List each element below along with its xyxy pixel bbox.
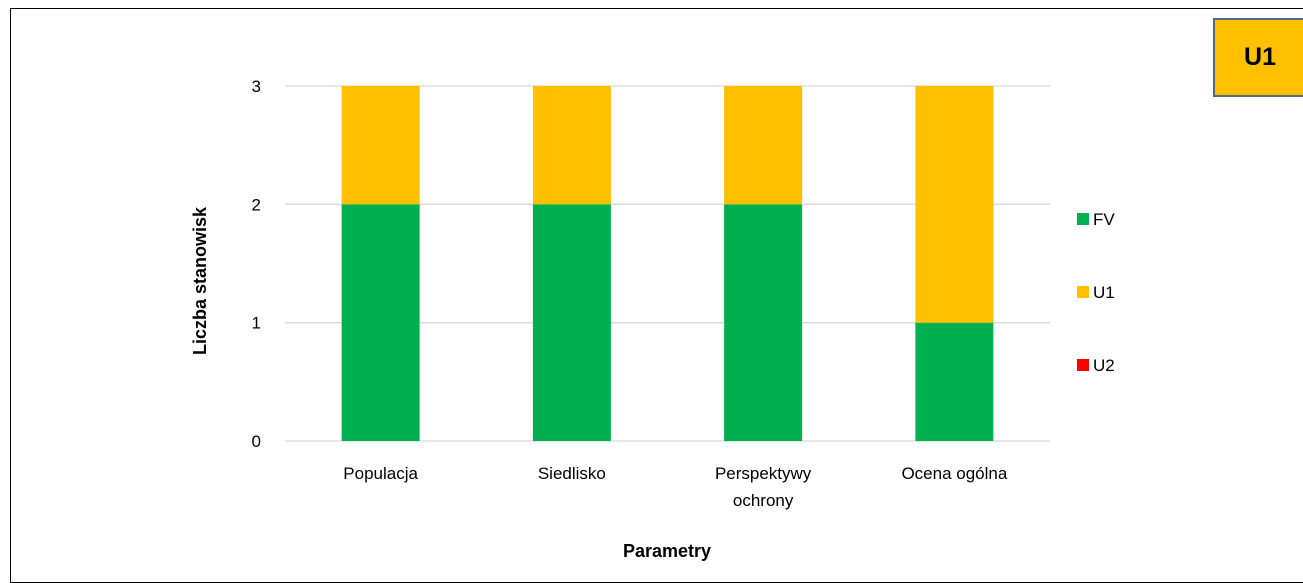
status-badge: U1 — [1213, 18, 1303, 97]
x-tick-label: Ocena ogólna — [901, 464, 1007, 483]
y-tick-label: 3 — [252, 77, 261, 96]
legend-label-u1: U1 — [1093, 283, 1115, 302]
x-axis-title: Parametry — [623, 541, 711, 561]
bar-u1 — [532, 86, 611, 205]
y-tick-label: 2 — [252, 195, 261, 214]
y-axis-ticks: 0 1 2 3 — [252, 77, 261, 451]
legend: FV U1 U2 — [1077, 210, 1115, 375]
bar-fv — [915, 322, 994, 441]
x-tick-label: Siedlisko — [538, 464, 606, 483]
bar-fv — [532, 204, 611, 441]
y-tick-label: 1 — [252, 314, 261, 333]
bar-u1 — [341, 86, 420, 205]
status-badge-label: U1 — [1244, 43, 1276, 71]
x-axis-ticks: Populacja Siedlisko Perspektywy ochrony Ocen… — [343, 464, 1008, 510]
x-tick-label: Perspektywy ochrony — [715, 464, 812, 510]
bar-fv — [724, 204, 803, 441]
bar-u1 — [915, 86, 994, 323]
y-tick-label: 0 — [252, 432, 261, 451]
legend-label-fv: FV — [1093, 210, 1115, 229]
bar-u1 — [724, 86, 803, 205]
legend-swatch-u1 — [1077, 286, 1089, 298]
y-axis-title: Liczba stanowisk — [190, 206, 210, 355]
bar-fv — [341, 204, 420, 441]
bars — [341, 86, 994, 441]
legend-label-u2: U2 — [1093, 356, 1115, 375]
legend-swatch-u2 — [1077, 359, 1089, 371]
legend-swatch-fv — [1077, 213, 1089, 225]
x-tick-label: Populacja — [343, 464, 418, 483]
